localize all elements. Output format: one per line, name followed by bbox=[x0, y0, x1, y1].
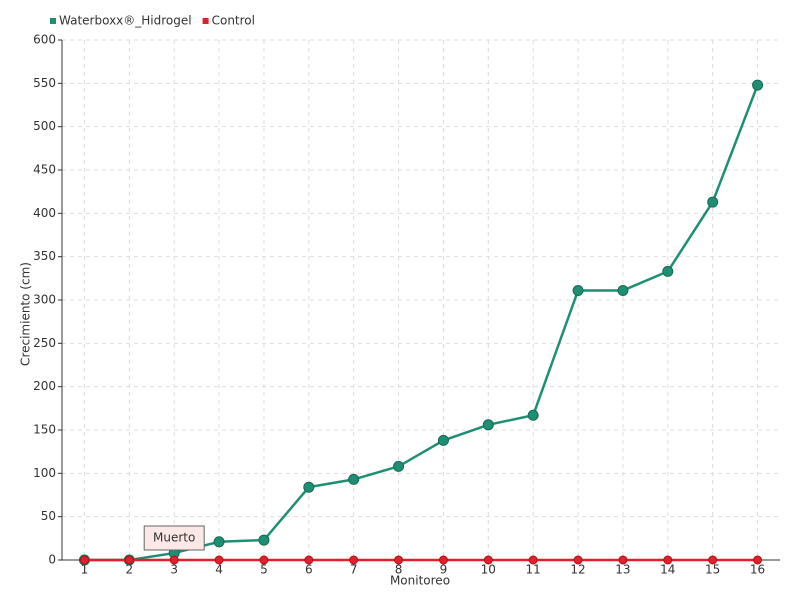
x-tick-label: 6 bbox=[305, 563, 313, 577]
series-line bbox=[84, 84, 759, 562]
x-tick-label: 12 bbox=[570, 563, 585, 577]
legend-swatch bbox=[202, 18, 209, 24]
x-tick-label: 14 bbox=[660, 563, 675, 577]
annotation: Muerto bbox=[153, 531, 195, 545]
data-point bbox=[708, 555, 718, 565]
data-point bbox=[482, 419, 494, 431]
data-point bbox=[437, 434, 449, 446]
y-tick-label: 450 bbox=[33, 163, 56, 177]
legend-swatch bbox=[50, 18, 56, 24]
data-point bbox=[752, 79, 764, 91]
data-point bbox=[617, 284, 629, 296]
x-tick-label: 5 bbox=[260, 563, 268, 577]
y-tick-label: 100 bbox=[33, 466, 56, 480]
data-point bbox=[707, 196, 719, 208]
y-tick-label: 250 bbox=[33, 336, 56, 350]
y-tick-label: 200 bbox=[33, 379, 56, 393]
x-tick-label: 10 bbox=[481, 563, 496, 577]
y-axis-title: Crecimiento (cm) bbox=[19, 262, 33, 366]
y-tick-label: 150 bbox=[33, 423, 56, 437]
data-point bbox=[527, 409, 539, 421]
data-point bbox=[304, 555, 314, 565]
x-tick-label: 3 bbox=[170, 563, 178, 577]
y-tick-label: 600 bbox=[33, 33, 56, 47]
x-tick-label: 9 bbox=[440, 563, 448, 577]
data-point bbox=[753, 555, 763, 565]
data-point bbox=[662, 265, 674, 277]
data-point bbox=[258, 534, 270, 546]
data-point bbox=[259, 555, 269, 565]
data-point bbox=[572, 284, 584, 296]
data-point bbox=[169, 555, 179, 565]
annotation-box bbox=[143, 525, 205, 551]
data-point bbox=[438, 555, 448, 565]
data-point bbox=[303, 481, 315, 493]
x-tick-label: 11 bbox=[526, 563, 541, 577]
data-point bbox=[124, 555, 134, 565]
y-tick-label: 300 bbox=[33, 293, 56, 307]
x-tick-label: 2 bbox=[125, 563, 133, 577]
y-tick-label: 50 bbox=[41, 509, 56, 523]
x-axis-title: Monitoreo bbox=[390, 574, 450, 588]
x-tick-label: 15 bbox=[705, 563, 720, 577]
x-tick-label: 1 bbox=[81, 563, 89, 577]
data-point bbox=[618, 555, 628, 565]
data-point bbox=[393, 460, 405, 472]
data-point bbox=[394, 555, 404, 565]
y-tick-label: 500 bbox=[33, 119, 56, 133]
x-tick-label: 8 bbox=[395, 563, 403, 577]
data-point bbox=[213, 536, 225, 548]
y-tick-label: 350 bbox=[33, 249, 56, 263]
data-point bbox=[348, 473, 360, 485]
legend-label: Control bbox=[212, 14, 255, 28]
data-point bbox=[663, 555, 673, 565]
y-tick-label: 0 bbox=[48, 553, 56, 567]
x-tick-label: 7 bbox=[350, 563, 358, 577]
data-point bbox=[349, 555, 359, 565]
x-tick-label: 4 bbox=[215, 563, 223, 577]
data-point bbox=[214, 555, 224, 565]
x-tick-label: 13 bbox=[615, 563, 630, 577]
legend-label: Waterboxx®_Hidrogel bbox=[59, 14, 192, 28]
data-point bbox=[528, 555, 538, 565]
y-tick-label: 400 bbox=[33, 206, 56, 220]
data-point bbox=[79, 555, 89, 565]
x-tick-label: 16 bbox=[750, 563, 765, 577]
data-point bbox=[483, 555, 493, 565]
data-point bbox=[573, 555, 583, 565]
y-tick-label: 550 bbox=[33, 76, 56, 90]
